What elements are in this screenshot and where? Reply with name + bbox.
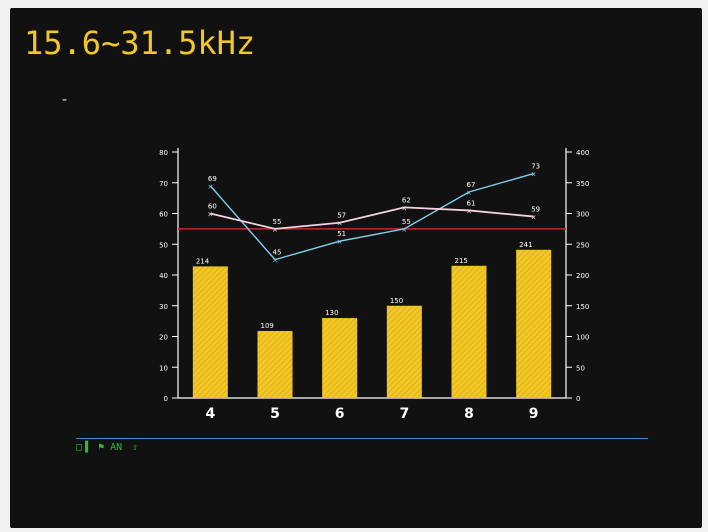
y-left-tick-label: 30 (159, 303, 168, 311)
y-left-tick-label: 10 (159, 364, 168, 372)
y-left-tick-label: 70 (159, 180, 168, 188)
point-value-label: 51 (337, 230, 346, 238)
point-value-label: 55 (273, 218, 282, 226)
series-line (209, 172, 534, 261)
point-value-label: 61 (467, 199, 476, 207)
series-point: × (401, 226, 407, 234)
y-right-tick-label: 0 (576, 395, 580, 403)
y-right-tick-label: 50 (576, 364, 585, 372)
separator-line (76, 438, 648, 439)
series-point: × (272, 226, 278, 234)
status-item: □▐ (76, 442, 89, 453)
y-right-tick-label: 100 (576, 334, 589, 342)
chart-title: 15.6~31.5kHz (24, 24, 256, 62)
x-tick-label: 6 (335, 406, 345, 422)
point-value-label: 60 (208, 203, 217, 211)
series-point: × (531, 171, 537, 179)
bar (257, 330, 293, 398)
y-left-tick-label: 20 (159, 334, 168, 342)
bar (192, 266, 228, 398)
point-value-label: 55 (402, 218, 411, 226)
bar-value-label: 241 (519, 241, 532, 249)
x-tick-label: 5 (270, 406, 280, 422)
series-point: × (272, 257, 278, 265)
y-right-tick-label: 250 (576, 241, 589, 249)
bar-value-label: 215 (455, 257, 468, 265)
y-left-tick-label: 50 (159, 241, 168, 249)
y-left-tick-label: 0 (164, 395, 168, 403)
series-line (210, 206, 534, 230)
bar-value-label: 109 (261, 322, 274, 330)
y-right-tick-label: 400 (576, 149, 589, 157)
y-right-tick-label: 300 (576, 211, 589, 219)
y-left-tick-label: 80 (159, 149, 168, 157)
dash-mark: - (62, 92, 68, 108)
bar (516, 249, 552, 398)
y-right-tick-label: 150 (576, 303, 589, 311)
x-tick-label: 7 (399, 406, 409, 422)
display-screen (10, 8, 702, 528)
bar-value-label: 150 (390, 297, 403, 305)
point-value-label: 69 (208, 175, 217, 183)
series-point: × (337, 220, 343, 228)
point-value-label: 67 (467, 181, 476, 189)
bar (322, 318, 358, 398)
series-point: × (401, 204, 407, 212)
y-right-tick-label: 200 (576, 272, 589, 280)
series-point: × (207, 211, 213, 219)
point-value-label: 62 (402, 196, 411, 204)
point-value-label: 73 (531, 163, 540, 171)
y-left-tick-label: 60 (159, 211, 168, 219)
y-left-tick-label: 40 (159, 272, 168, 280)
series-point: × (207, 183, 213, 191)
status-bar: □▐ ⚑ AN ⇧ (76, 442, 138, 453)
x-tick-label: 8 (464, 406, 474, 422)
series-point: × (466, 207, 472, 215)
status-item: ⇧ (132, 442, 139, 453)
bar (451, 265, 487, 398)
point-value-label: 57 (337, 212, 346, 220)
series-point: × (466, 189, 472, 197)
y-right-tick-label: 350 (576, 180, 589, 188)
point-value-label: 45 (273, 249, 282, 257)
x-tick-label: 9 (529, 406, 539, 422)
series-point: × (337, 238, 343, 246)
x-tick-label: 4 (205, 406, 215, 422)
bar-value-label: 214 (196, 257, 210, 265)
status-item: ⚑ AN (98, 442, 123, 453)
bar (386, 305, 422, 398)
bar-value-label: 130 (325, 309, 338, 317)
point-value-label: 59 (531, 206, 540, 214)
series-point: × (531, 214, 537, 222)
